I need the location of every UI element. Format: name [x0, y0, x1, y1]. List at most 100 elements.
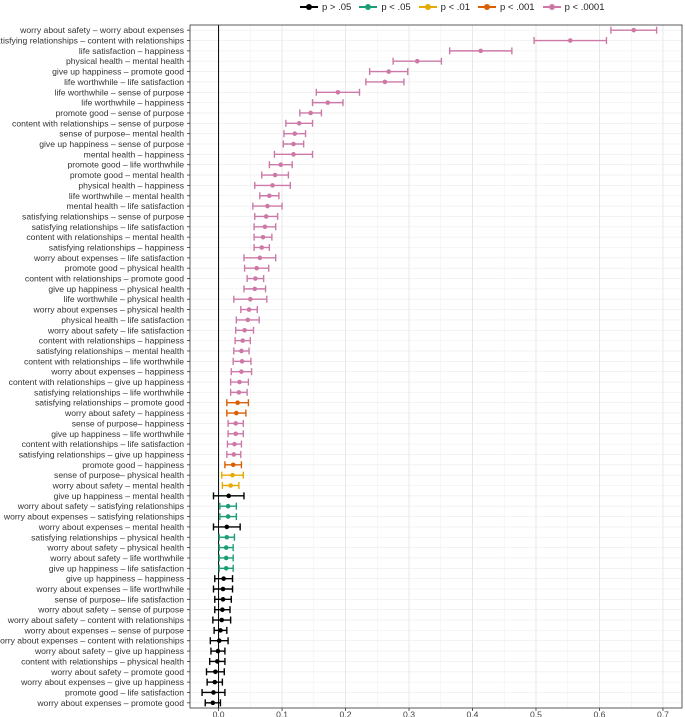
row-label: give up happiness – promote good — [52, 67, 184, 77]
point-estimate — [265, 203, 270, 209]
point-estimate — [631, 27, 637, 33]
point-estimate — [262, 224, 268, 230]
row-label: worry about expenses – mental health — [38, 522, 184, 532]
legend-label: p < .01 — [440, 1, 470, 13]
point-estimate — [267, 193, 272, 199]
legend-item-p01: p < .01 — [418, 1, 470, 13]
x-tick-label: 0.4 — [467, 710, 479, 717]
point-estimate — [253, 276, 258, 281]
point-estimate — [240, 338, 245, 343]
row-label: worry about safety – mental health — [52, 481, 185, 491]
point-estimate — [246, 307, 252, 312]
row-label: give up happiness – life satisfaction — [49, 563, 184, 573]
row-label: promote good – happiness — [82, 460, 184, 470]
legend-swatch — [300, 2, 318, 12]
row-label: promote good – life worthwhile — [67, 160, 184, 170]
point-estimate — [230, 472, 235, 478]
point-estimate — [224, 534, 230, 540]
point-estimate — [230, 462, 236, 468]
row-label: satisfying relationships – happiness — [49, 242, 184, 252]
row-label: worry about safety – give up happiness — [34, 646, 184, 656]
x-tick-label: 0.2 — [340, 710, 352, 717]
point-estimate — [221, 576, 226, 581]
row-label: content with relationships – promote goo… — [25, 274, 184, 284]
x-tick-label: 0.0 — [213, 710, 225, 717]
point-estimate — [239, 359, 245, 364]
point-estimate — [478, 48, 484, 54]
point-estimate — [225, 514, 231, 519]
row-label: satisfying relationships – physical heal… — [31, 532, 184, 542]
point-estimate — [211, 690, 216, 695]
point-estimate — [225, 503, 231, 509]
row-label: give up happiness – sense of purpose — [39, 139, 184, 149]
row-label: worry about safety – life worthwhile — [49, 553, 184, 563]
row-label: worry about safety – sense of purpose — [37, 605, 184, 615]
row-label: content with relationships – sense of pu… — [12, 118, 184, 128]
point-estimate — [226, 493, 232, 499]
row-label: mental health – happiness — [84, 149, 184, 159]
point-estimate — [292, 131, 298, 136]
row-label: life worthwhile – sense of purpose — [55, 87, 185, 97]
row-label: worry about expenses – happiness — [50, 367, 184, 377]
point-estimate — [213, 669, 218, 675]
point-estimate — [234, 410, 239, 416]
point-estimate — [272, 172, 278, 178]
legend-swatch — [477, 2, 496, 12]
row-label: promote good – life satisfaction — [65, 687, 184, 697]
row-label: give up happiness – happiness — [66, 574, 184, 584]
point-estimate — [236, 390, 242, 395]
point-estimate — [220, 607, 225, 612]
point-estimate — [308, 110, 313, 116]
legend-item-ns: p > .05 — [300, 2, 351, 13]
row-label: content with relationships – happiness — [39, 336, 184, 346]
point-estimate — [242, 327, 247, 333]
point-estimate — [252, 286, 258, 292]
legend-item-p0001: p < .0001 — [542, 2, 604, 13]
row-label: satisfying relationships – give up happi… — [19, 449, 184, 459]
row-label: worry about safety – physical health — [46, 543, 184, 553]
point-estimate — [216, 638, 222, 644]
row-label: sense of purpose– mental health — [59, 129, 184, 139]
point-estimate — [237, 379, 242, 385]
row-label: life worthwhile – happiness — [81, 98, 184, 108]
point-estimate — [223, 555, 229, 561]
point-estimate — [232, 441, 237, 447]
row-label: promote good – mental health — [70, 170, 184, 180]
row-label: promote good – sense of purpose — [55, 108, 184, 118]
row-label: worry about expenses – life satisfaction — [33, 253, 184, 263]
row-label: worry about expenses – physical health — [33, 305, 185, 315]
row-label: worry about expenses – give up happiness — [20, 677, 184, 687]
x-tick-label: 0.5 — [530, 710, 542, 717]
row-label: physical health – life satisfaction — [61, 315, 184, 325]
point-estimate — [248, 296, 253, 302]
row-label: content with relationships – life worthw… — [24, 356, 184, 366]
point-estimate — [223, 545, 229, 550]
row-label: worry about expenses – life worthwhile — [35, 584, 184, 594]
point-estimate — [231, 452, 237, 457]
row-label: worry about safety – life satisfaction — [47, 325, 184, 335]
point-estimate — [220, 586, 226, 592]
row-label: content with relationships – mental heal… — [26, 232, 184, 242]
point-estimate — [335, 89, 341, 95]
row-label: worry about safety – content with relati… — [7, 615, 184, 625]
row-label: worry about expenses – content with rela… — [0, 636, 184, 646]
row-label: worry about safety – satisfying relation… — [17, 501, 184, 511]
legend-swatch — [542, 2, 561, 12]
legend-swatch — [359, 2, 378, 12]
point-estimate — [291, 141, 296, 147]
point-estimate — [233, 421, 239, 426]
point-estimate — [263, 214, 269, 219]
legend: p > .05 p < .05 p < .01 p < .001 p < .0001 — [300, 0, 612, 14]
row-label: sense of purpose– physical health — [54, 470, 184, 480]
row-label: sense of purpose– happiness — [72, 418, 184, 428]
row-label: content with relationships – give up hap… — [9, 377, 184, 387]
row-label: worry about safety – worry about expense… — [19, 25, 184, 35]
point-estimate — [567, 38, 573, 43]
point-estimate — [278, 162, 284, 168]
point-estimate — [296, 121, 302, 126]
x-tick-label: 0.6 — [593, 710, 605, 717]
point-estimate — [210, 700, 216, 706]
point-estimate — [254, 265, 259, 271]
row-label: life satisfaction – happiness — [79, 46, 184, 56]
